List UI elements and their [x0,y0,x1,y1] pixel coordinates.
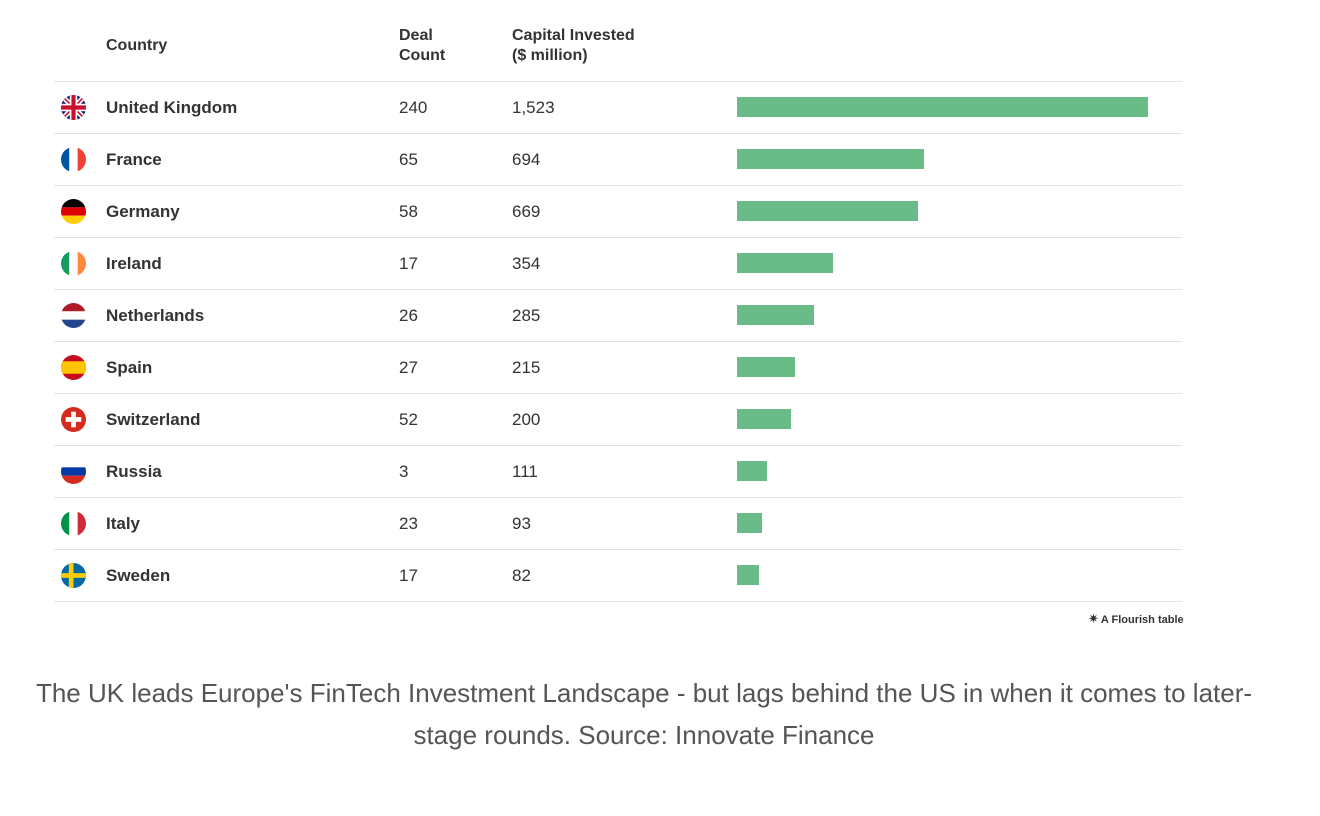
deal-count: 3 [399,462,409,481]
country-name: Netherlands [106,306,205,325]
header-capital-line1: Capital Invested [512,27,635,44]
capital-bar [737,149,924,169]
country-name: United Kingdom [106,98,238,117]
capital-bar [737,97,1148,117]
capital-invested: 354 [512,254,541,273]
table-row: Switzerland 52 200 [54,394,1182,446]
table-row: Italy 23 93 [54,498,1182,550]
capital-invested: 200 [512,410,541,429]
capital-invested: 669 [512,202,541,221]
deal-count: 65 [399,150,418,169]
country-name: Ireland [106,254,162,273]
data-table: Country Deal Count Capital Invested ($ m… [54,20,1182,602]
capital-invested: 111 [512,462,538,481]
table-row: Russia 3 111 [54,446,1182,498]
country-name: Switzerland [106,410,201,429]
nl-flag-icon [61,303,86,328]
deal-count: 52 [399,410,418,429]
capital-bar [737,253,833,273]
flourish-credit[interactable]: ✷ A Flourish table [1088,611,1184,627]
capital-invested: 93 [512,514,531,533]
capital-bar [737,513,762,533]
capital-bar [737,305,814,325]
se-flag-icon [61,563,86,588]
table-row: United Kingdom 240 1,523 [54,82,1182,134]
it-flag-icon [61,511,86,536]
capital-bar [737,409,791,429]
country-name: Italy [106,514,141,533]
country-name: France [106,150,162,169]
country-name: Spain [106,358,153,377]
capital-invested: 694 [512,150,541,169]
table-body: United Kingdom 240 1,523 France 65 694 Germany… [54,82,1182,602]
flourish-star-icon: ✷ [1088,611,1099,626]
gb-flag-icon [61,95,86,120]
table-row: Netherlands 26 285 [54,290,1182,342]
header-capital-invested: Capital Invested ($ million) [512,26,635,66]
table-row: Germany 58 669 [54,186,1182,238]
table-header: Country Deal Count Capital Invested ($ m… [54,20,1182,82]
capital-bar [737,461,767,481]
capital-bar [737,201,918,221]
country-name: Russia [106,462,162,481]
table-row: Sweden 17 82 [54,550,1182,602]
deal-count: 17 [399,566,418,585]
deal-count: 23 [399,514,418,533]
deal-count: 27 [399,358,418,377]
capital-invested: 1,523 [512,98,555,117]
ie-flag-icon [61,251,86,276]
capital-invested: 285 [512,306,541,325]
figure-caption: The UK leads Europe's FinTech Investment… [35,678,1253,750]
table-row: Spain 27 215 [54,342,1182,394]
ru-flag-icon [61,459,86,484]
deal-count: 58 [399,202,418,221]
capital-bar [737,565,759,585]
deal-count: 240 [399,98,428,117]
de-flag-icon [61,199,86,224]
header-deal-count-line1: Deal [399,27,433,44]
country-name: Sweden [106,566,171,585]
deal-count: 17 [399,254,418,273]
flourish-credit-label: A Flourish table [1100,614,1184,626]
es-flag-icon [61,355,86,380]
header-country: Country [106,37,168,54]
table-row: Ireland 17 354 [54,238,1182,290]
header-deal-count: Deal Count [399,26,445,66]
capital-bar [737,357,795,377]
country-name: Germany [106,202,180,221]
fr-flag-icon [61,147,86,172]
deal-count: 26 [399,306,418,325]
capital-invested: 215 [512,358,541,377]
table-row: France 65 694 [54,134,1182,186]
capital-invested: 82 [512,566,531,585]
ch-flag-icon [61,407,86,432]
header-deal-count-line2: Count [399,47,446,64]
header-capital-line2: ($ million) [512,47,588,64]
